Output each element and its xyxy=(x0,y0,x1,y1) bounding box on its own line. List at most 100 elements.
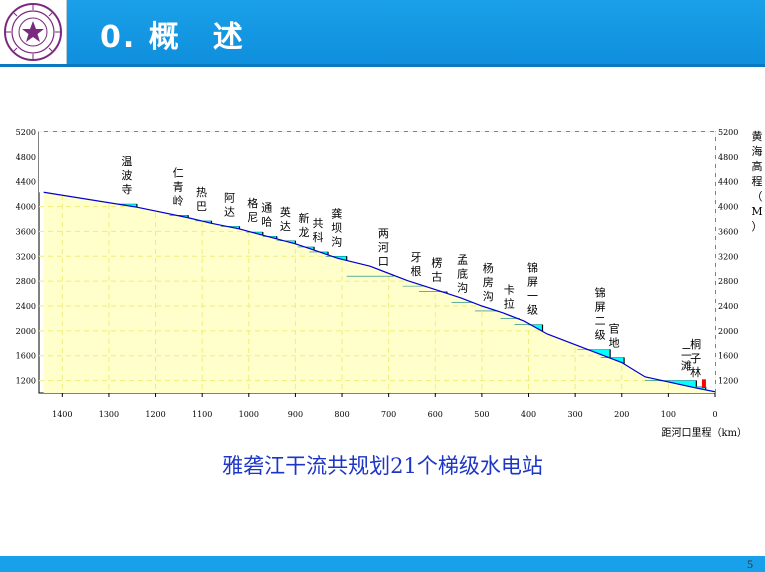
university-logo xyxy=(0,0,67,64)
y-tick-label-right: 2400 xyxy=(718,302,738,311)
y-tick-label-left: 2000 xyxy=(16,327,36,336)
station-label-char: 一 xyxy=(527,290,538,303)
elevation-profile-chart: 1200 1200 1600 1600 2000 2000 2400 2400 2800 2800… xyxy=(7,128,765,444)
x-tick-label: 300 xyxy=(567,410,582,419)
station-label-char: 古 xyxy=(431,271,442,284)
station-label-char: 锦 xyxy=(595,286,606,300)
station-label-char: 锦 xyxy=(527,261,538,275)
station-label-char: 共 xyxy=(313,217,324,230)
x-tick-label: 100 xyxy=(661,410,676,419)
station-label-char: 通 xyxy=(261,201,272,214)
x-tick-label: 600 xyxy=(428,410,443,419)
y-axis-label-char: 黄 xyxy=(752,129,763,143)
estuary-marker xyxy=(701,379,706,389)
x-tick-label: 1400 xyxy=(52,410,72,419)
station-label-char: 哈 xyxy=(261,215,272,228)
y-tick-label-right: 2000 xyxy=(718,327,738,336)
station-label-char: 新 xyxy=(299,211,310,225)
chart-svg: 1200 1200 1600 1600 2000 2000 2400 2400 2800 2800… xyxy=(16,128,763,439)
university-seal-icon xyxy=(4,3,62,61)
station-label-char: 达 xyxy=(224,205,235,218)
station-label-char: 龙 xyxy=(299,226,310,239)
station-label-char: 二 xyxy=(681,346,692,359)
station-label-char: 底 xyxy=(457,266,468,280)
station-label-char: 滩 xyxy=(681,359,692,373)
station-label-char: 沟 xyxy=(331,235,342,248)
y-tick-label-right: 4400 xyxy=(718,178,738,187)
station-label-char: 两 xyxy=(378,227,389,240)
station-label-char: 拉 xyxy=(504,296,515,310)
station-label-char: 龚 xyxy=(331,206,342,220)
x-tick-label: 1200 xyxy=(145,410,165,419)
station-label-char: 寺 xyxy=(121,183,132,196)
header-rule xyxy=(0,64,765,67)
terrain-area xyxy=(43,192,716,393)
y-tick-label-right: 5200 xyxy=(718,128,738,137)
station-label-char: 英 xyxy=(280,205,291,219)
x-tick-label: 900 xyxy=(288,410,303,419)
x-tick-label: 500 xyxy=(474,410,489,419)
x-tick-label: 800 xyxy=(334,410,349,419)
station-label-char: 二 xyxy=(595,315,606,328)
x-tick-label: 0 xyxy=(712,410,717,419)
y-axis-label-char: ） xyxy=(752,220,763,233)
station-label-char: 房 xyxy=(483,276,494,289)
y-tick-label-right: 1200 xyxy=(718,377,738,386)
station-label-char: 热 xyxy=(196,186,207,199)
y-tick-label-right: 4800 xyxy=(718,153,738,162)
station-label-char: 孟 xyxy=(457,253,468,266)
x-tick-label: 700 xyxy=(381,410,396,419)
y-tick-label-left: 3600 xyxy=(16,227,36,236)
station-label-char: 桐 xyxy=(690,337,701,351)
x-tick-label: 1300 xyxy=(99,410,119,419)
y-tick-label-right: 3600 xyxy=(718,227,738,236)
y-axis-label-char: 海 xyxy=(752,144,763,158)
y-tick-label-right: 2800 xyxy=(718,277,738,286)
x-axis-label: 距河口里程（km） xyxy=(661,427,747,439)
y-tick-label-left: 2400 xyxy=(16,302,36,311)
station-label-char: 坝 xyxy=(331,220,342,234)
y-tick-label-right: 4000 xyxy=(718,203,738,212)
station-label-char: 青 xyxy=(173,180,184,193)
slide-title: 0. 概 述 xyxy=(100,20,245,55)
y-axis-label-char: 程 xyxy=(752,175,763,188)
station-label-char: 屏 xyxy=(595,301,606,314)
station-label-char: 格 xyxy=(247,196,258,210)
slide-header xyxy=(0,0,765,64)
y-tick-label-left: 3200 xyxy=(16,252,36,261)
station-label-char: 牙 xyxy=(410,251,421,264)
y-tick-label-left: 1200 xyxy=(16,377,36,386)
station-label-char: 杨 xyxy=(483,261,494,275)
sky-mask xyxy=(39,132,715,392)
page-number: 5 xyxy=(747,557,753,571)
x-tick-label: 1000 xyxy=(239,410,259,419)
station-label-char: 子 xyxy=(690,352,701,365)
y-tick-label-left: 4000 xyxy=(16,203,36,212)
y-tick-label-left: 4400 xyxy=(16,178,36,187)
riverbed-profile-line xyxy=(43,191,716,393)
station-label-char: 楞 xyxy=(431,256,442,270)
station-label-char: 沟 xyxy=(457,281,468,294)
station-label-char: 屏 xyxy=(527,276,538,289)
station-label-char: 口 xyxy=(378,255,389,268)
station-label-char: 科 xyxy=(313,230,324,244)
station-label-char: 林 xyxy=(690,365,701,379)
station-label-char: 岭 xyxy=(173,193,184,207)
station-label-char: 河 xyxy=(378,241,389,254)
station-label-char: 仁 xyxy=(173,166,184,179)
slide-footer: 5 xyxy=(0,556,765,572)
y-tick-label-right: 1600 xyxy=(718,352,738,361)
y-axis-label-char: 高 xyxy=(752,159,763,173)
y-tick-label-left: 1600 xyxy=(16,352,36,361)
station-label-char: 达 xyxy=(280,220,291,233)
station-label-char: 地 xyxy=(609,337,620,350)
station-label-char: 级 xyxy=(595,329,606,342)
station-label-char: 波 xyxy=(121,169,132,182)
station-label-char: 级 xyxy=(527,304,538,317)
y-tick-label-left: 2800 xyxy=(16,277,36,286)
y-tick-label-left: 5200 xyxy=(16,128,36,137)
station-label-char: 沟 xyxy=(483,290,494,303)
station-label-char: 阿 xyxy=(224,191,235,204)
station-label-char: 巴 xyxy=(196,200,207,213)
y-axis-label-char: M xyxy=(751,205,762,218)
